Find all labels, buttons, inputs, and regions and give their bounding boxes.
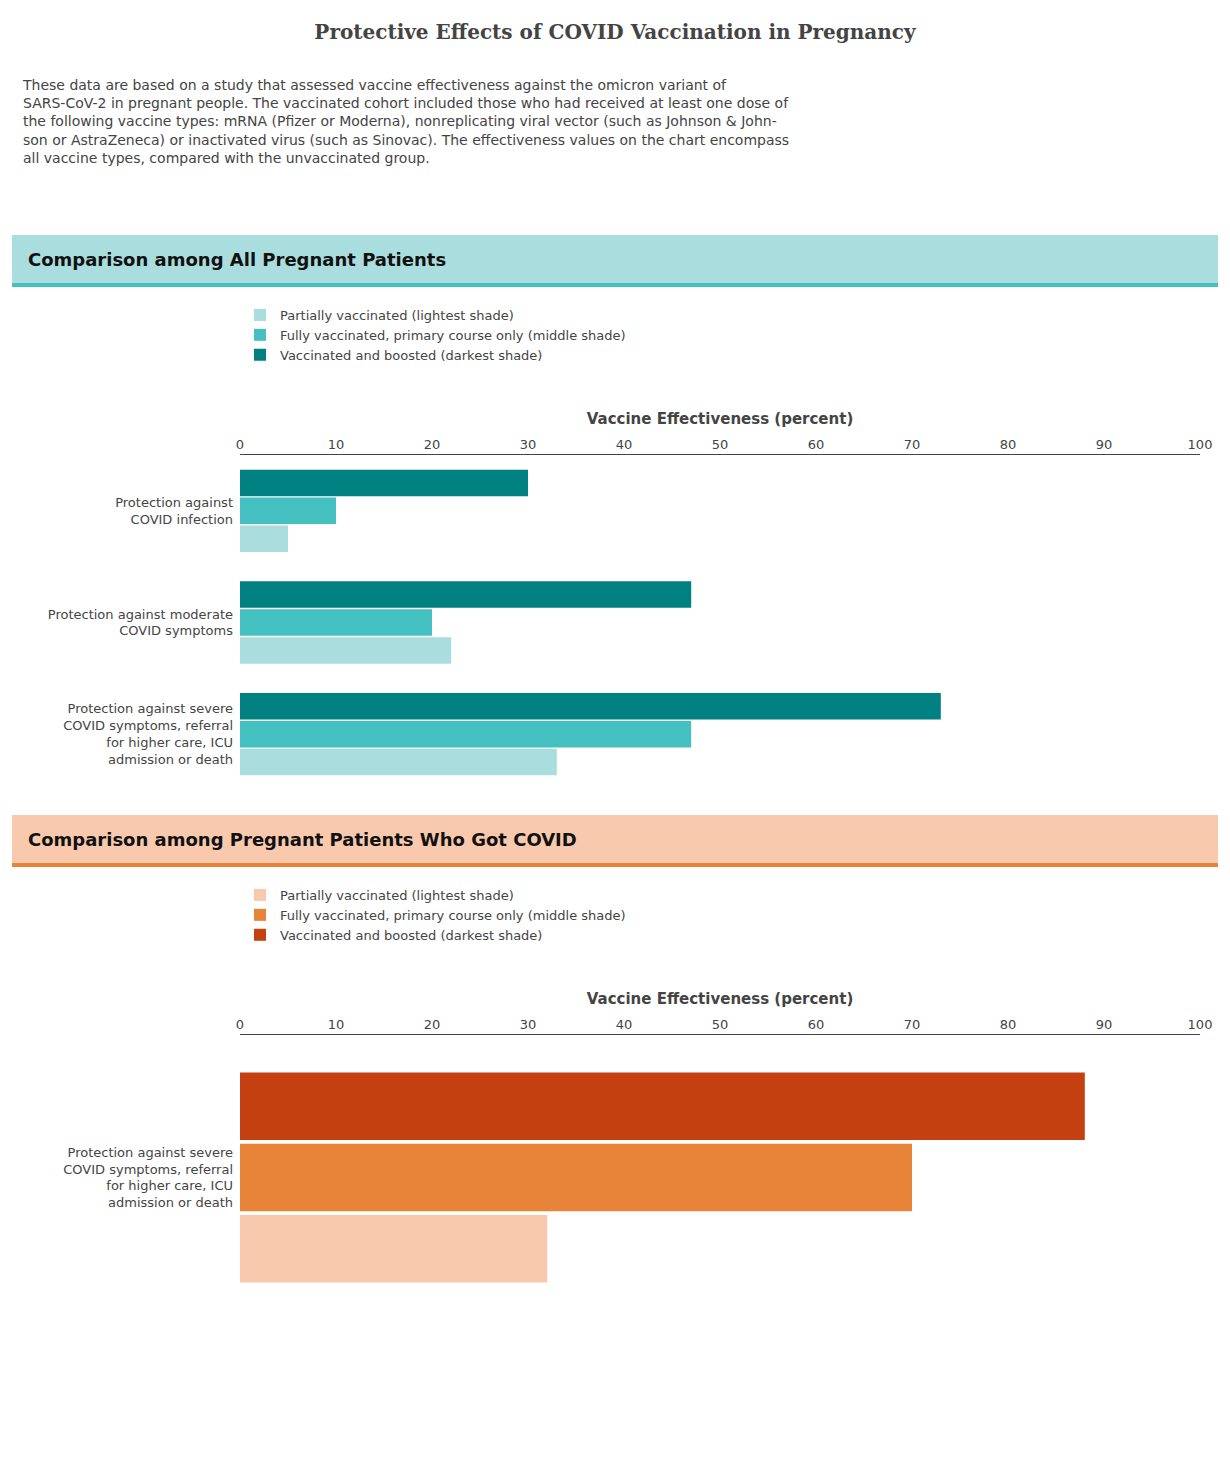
svg-text:50: 50 bbox=[712, 1017, 729, 1032]
svg-text:80: 80 bbox=[1000, 437, 1017, 452]
svg-text:Protection against severeCOVID: Protection against severeCOVID symptoms,… bbox=[63, 1145, 233, 1211]
svg-text:10: 10 bbox=[328, 1017, 345, 1032]
svg-text:70: 70 bbox=[904, 1017, 921, 1032]
svg-text:Protection againstCOVID infect: Protection againstCOVID infection bbox=[115, 495, 233, 527]
svg-text:Comparison among Pregnant Pati: Comparison among Pregnant Patients Who G… bbox=[28, 829, 577, 850]
svg-text:Fully vaccinated, primary cour: Fully vaccinated, primary course only (m… bbox=[280, 908, 626, 923]
svg-text:50: 50 bbox=[712, 437, 729, 452]
svg-text:60: 60 bbox=[808, 437, 825, 452]
svg-text:Partially vaccinated (lightest: Partially vaccinated (lightest shade) bbox=[280, 308, 514, 323]
svg-text:Protection against severeCOVID: Protection against severeCOVID symptoms,… bbox=[63, 701, 233, 767]
svg-text:Fully vaccinated, primary cour: Fully vaccinated, primary course only (m… bbox=[280, 328, 626, 343]
svg-text:80: 80 bbox=[1000, 1017, 1017, 1032]
svg-text:0: 0 bbox=[236, 1017, 244, 1032]
svg-text:90: 90 bbox=[1096, 1017, 1113, 1032]
svg-text:Vaccine Effectiveness (percent: Vaccine Effectiveness (percent) bbox=[587, 410, 854, 428]
svg-text:Vaccinated and boosted (darkes: Vaccinated and boosted (darkest shade) bbox=[280, 348, 542, 363]
svg-text:30: 30 bbox=[520, 1017, 537, 1032]
svg-text:70: 70 bbox=[904, 437, 921, 452]
svg-text:100: 100 bbox=[1188, 437, 1213, 452]
svg-text:20: 20 bbox=[424, 1017, 441, 1032]
svg-text:40: 40 bbox=[616, 437, 633, 452]
svg-text:Protection against moderateCOV: Protection against moderateCOVID symptom… bbox=[48, 607, 233, 639]
svg-text:90: 90 bbox=[1096, 437, 1113, 452]
svg-text:40: 40 bbox=[616, 1017, 633, 1032]
svg-text:30: 30 bbox=[520, 437, 537, 452]
svg-text:60: 60 bbox=[808, 1017, 825, 1032]
svg-text:Protective Effects of COVID Va: Protective Effects of COVID Vaccination … bbox=[314, 20, 917, 44]
svg-text:Vaccinated and boosted (darkes: Vaccinated and boosted (darkest shade) bbox=[280, 928, 542, 943]
svg-text:0: 0 bbox=[236, 437, 244, 452]
svg-text:Partially vaccinated (lightest: Partially vaccinated (lightest shade) bbox=[280, 888, 514, 903]
svg-text:100: 100 bbox=[1188, 1017, 1213, 1032]
svg-text:20: 20 bbox=[424, 437, 441, 452]
svg-text:Vaccine Effectiveness (percent: Vaccine Effectiveness (percent) bbox=[587, 990, 854, 1008]
svg-text:These data are based on a stud: These data are based on a study that ass… bbox=[22, 77, 789, 166]
svg-text:Comparison among All Pregnant: Comparison among All Pregnant Patients bbox=[28, 249, 446, 270]
svg-text:10: 10 bbox=[328, 437, 345, 452]
